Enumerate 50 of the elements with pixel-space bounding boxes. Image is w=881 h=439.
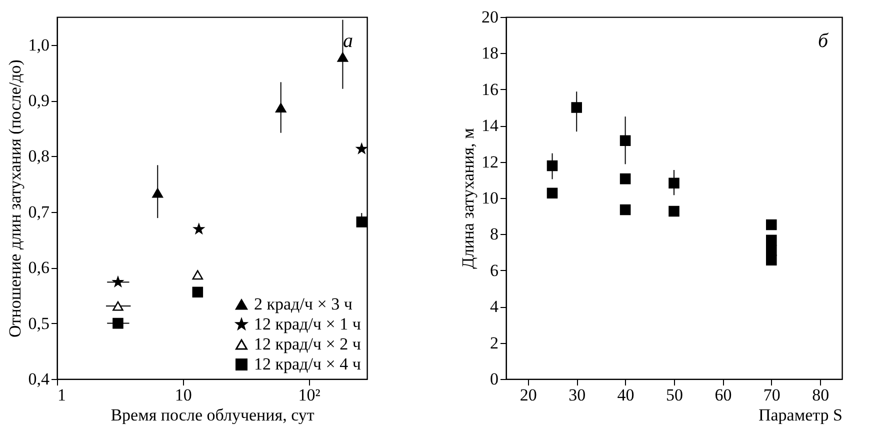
y-tick-label: 4 [490, 297, 499, 316]
x-tick-label: 10² [298, 386, 320, 404]
x-axis-title: Параметр S [758, 406, 842, 424]
y-tick-label: 20 [482, 8, 498, 26]
point [766, 234, 777, 246]
point [766, 219, 777, 230]
x-tick-label: 10 [174, 386, 192, 404]
x-tick-label: 30 [568, 386, 586, 404]
x-tick-label: 1 [58, 386, 66, 404]
legend-label: 12 крад/ч × 1 ч [254, 314, 362, 334]
y-tick-label: 8 [490, 224, 498, 244]
y-axis-title: Длина затухания, м [458, 128, 478, 269]
legend-label: 12 крад/ч × 4 ч [254, 354, 362, 374]
point [546, 160, 558, 172]
point [571, 102, 582, 113]
point [668, 178, 680, 189]
point [620, 204, 631, 216]
y-tick-label: 0,4 [28, 370, 50, 388]
x-tick-label: 70 [763, 386, 780, 404]
y-tick-label: 10 [482, 188, 498, 208]
y-tick-label: 12 [482, 152, 498, 172]
x-tick-label: 50 [666, 386, 683, 404]
x-tick-label: 40 [617, 386, 634, 404]
y-axis-title: Отношение длин затухания (после/до) [5, 60, 24, 338]
y-tick-label: 0,7 [28, 202, 50, 222]
y-tick-label: 0,8 [28, 146, 50, 166]
x-tick-label: 80 [812, 386, 830, 404]
point [766, 254, 777, 266]
point [546, 188, 558, 199]
y-tick-label: 1,0 [28, 35, 50, 54]
y-tick-label: 0,5 [28, 314, 50, 333]
x-tick-label: 20 [520, 386, 537, 404]
legend-label: 2 крад/ч × 3 ч [254, 294, 353, 314]
annotation: а [343, 30, 353, 52]
point [766, 245, 777, 256]
y-tick-label: 18 [482, 44, 498, 63]
y-tick-label: 0 [490, 370, 498, 388]
x-axis-title: Время после облучения, сут [110, 406, 315, 424]
x-tick-label: 60 [714, 386, 732, 404]
legend-label: 12 крад/ч × 2 ч [254, 334, 362, 354]
point [620, 135, 631, 146]
y-tick-label: 0,9 [28, 91, 50, 110]
y-tick-label: 0,6 [28, 258, 50, 278]
y-tick-label: 6 [490, 260, 498, 280]
point [668, 206, 680, 217]
annotation: б [818, 30, 829, 52]
y-tick-label: 14 [482, 116, 499, 136]
y-tick-label: 2 [490, 333, 498, 352]
point [620, 173, 631, 184]
y-tick-label: 16 [482, 80, 498, 99]
